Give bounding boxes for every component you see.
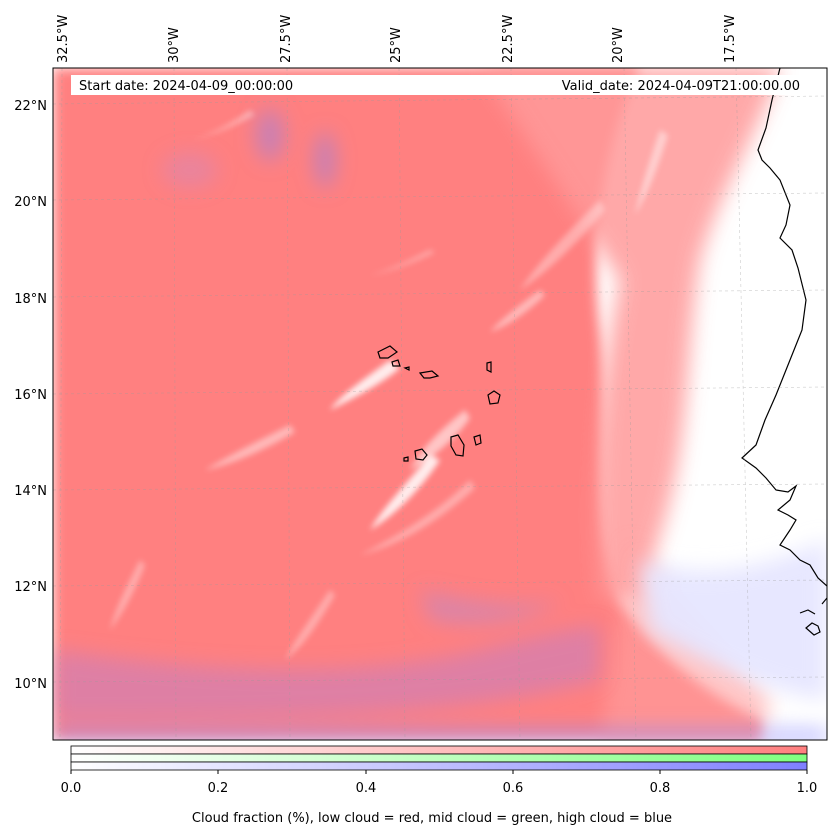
lat-label-16n: 16°N	[14, 388, 47, 403]
start-date-label: Start date: 2024-04-09_00:00:00	[79, 79, 293, 94]
map-frame	[52, 67, 828, 741]
island-sal	[486, 361, 492, 373]
cape-verde-islands	[377, 345, 501, 462]
lon-label-20w: 20°W	[611, 27, 626, 63]
lat-label-20n: 20°N	[14, 195, 47, 210]
gridlines	[53, 68, 827, 740]
colorbar-low-band	[70, 745, 808, 755]
lon-label-22-5w: 22.5°W	[501, 15, 516, 63]
map-panel	[53, 68, 827, 740]
island-santa-luzia	[403, 366, 410, 371]
africa-coastline	[741, 68, 827, 587]
colorbar-high-band	[70, 761, 808, 771]
colorbar: 0.0 0.2 0.4 0.6 0.8 1.0 Cloud fraction (…	[61, 745, 818, 826]
colorbar-tick-2: 0.4	[356, 781, 377, 796]
valid-date-label: Valid_date: 2024-04-09T21:00:00.00	[562, 79, 800, 94]
colorbar-label: Cloud fraction (%), low cloud = red, mid…	[192, 811, 672, 826]
colorbar-mid-band	[70, 753, 808, 763]
header-banner	[71, 75, 807, 95]
colorbar-tick-1: 0.2	[208, 781, 229, 796]
island-brava	[403, 456, 409, 462]
island-maio	[473, 434, 482, 446]
island-fogo	[414, 448, 428, 461]
lon-label-17-5w: 17.5°W	[723, 15, 738, 63]
lon-label-25w: 25°W	[389, 27, 404, 63]
colorbar-tick-5: 1.0	[797, 781, 818, 796]
longitude-labels: 32.5°W 30°W 27.5°W 25°W 22.5°W 20°W 17.5…	[56, 15, 738, 63]
latitude-labels: 22°N 20°N 18°N 16°N 14°N 12°N 10°N	[14, 99, 47, 692]
lat-label-22n: 22°N	[14, 99, 47, 114]
lon-label-32-5w: 32.5°W	[56, 15, 71, 63]
lon-label-30w: 30°W	[167, 27, 182, 63]
lat-label-10n: 10°N	[14, 677, 47, 692]
lon-label-27-5w: 27.5°W	[279, 15, 294, 63]
colorbar-tick-marks	[70, 770, 808, 774]
colorbar-tick-0: 0.0	[61, 781, 82, 796]
colorbar-tick-4: 0.8	[650, 781, 671, 796]
lat-label-12n: 12°N	[14, 580, 47, 595]
island-sao-vicente	[391, 359, 401, 367]
lat-label-18n: 18°N	[14, 292, 47, 307]
cloud-streaks	[110, 110, 725, 660]
island-sao-nicolau	[418, 370, 440, 379]
lat-label-14n: 14°N	[14, 484, 47, 499]
colorbar-tick-3: 0.6	[503, 781, 524, 796]
island-santo-antao	[377, 345, 398, 359]
high-cloud-field	[53, 109, 827, 740]
island-boa-vista	[487, 390, 501, 405]
island-santiago	[450, 434, 465, 457]
coastline	[741, 68, 827, 636]
